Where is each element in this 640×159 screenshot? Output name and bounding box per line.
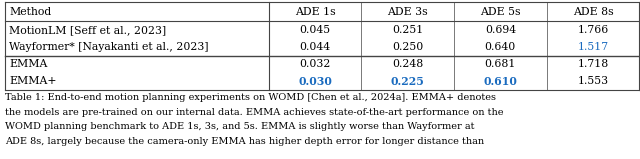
Text: Method: Method bbox=[9, 7, 51, 17]
Text: 0.694: 0.694 bbox=[484, 25, 516, 35]
Text: ADE 8s, largely because the camera-only EMMA has higher depth error for longer d: ADE 8s, largely because the camera-only … bbox=[5, 137, 484, 146]
Text: 0.250: 0.250 bbox=[392, 42, 423, 52]
Text: Wayformer* [Nayakanti et al., 2023]: Wayformer* [Nayakanti et al., 2023] bbox=[9, 42, 209, 52]
Text: ADE 1s: ADE 1s bbox=[294, 7, 335, 17]
Text: 0.045: 0.045 bbox=[300, 25, 330, 35]
Text: 1.553: 1.553 bbox=[577, 76, 609, 86]
Text: 1.718: 1.718 bbox=[577, 59, 609, 69]
Text: MotionLM [Seff et al., 2023]: MotionLM [Seff et al., 2023] bbox=[9, 25, 166, 35]
Text: 1.517: 1.517 bbox=[577, 42, 609, 52]
Text: 0.030: 0.030 bbox=[298, 76, 332, 87]
Text: EMMA+: EMMA+ bbox=[9, 76, 56, 86]
Text: 0.251: 0.251 bbox=[392, 25, 423, 35]
Text: 0.681: 0.681 bbox=[484, 59, 516, 69]
Text: 0.610: 0.610 bbox=[483, 76, 517, 87]
Text: 1.766: 1.766 bbox=[577, 25, 609, 35]
Text: EMMA: EMMA bbox=[9, 59, 47, 69]
Text: 0.225: 0.225 bbox=[390, 76, 424, 87]
Text: 0.248: 0.248 bbox=[392, 59, 423, 69]
Text: 0.032: 0.032 bbox=[300, 59, 331, 69]
Text: Table 1: End-to-end motion planning experiments on WOMD [Chen et al., 2024a]. EM: Table 1: End-to-end motion planning expe… bbox=[5, 93, 496, 102]
Text: 0.044: 0.044 bbox=[300, 42, 330, 52]
Text: the models are pre-trained on our internal data. EMMA achieves state-of-the-art : the models are pre-trained on our intern… bbox=[5, 108, 504, 117]
Text: ADE 5s: ADE 5s bbox=[480, 7, 520, 17]
Text: 0.640: 0.640 bbox=[484, 42, 516, 52]
Text: WOMD planning benchmark to ADE 1s, 3s, and 5s. EMMA is slightly worse than Wayfo: WOMD planning benchmark to ADE 1s, 3s, a… bbox=[5, 122, 475, 131]
Text: ADE 3s: ADE 3s bbox=[387, 7, 428, 17]
Text: ADE 8s: ADE 8s bbox=[573, 7, 613, 17]
